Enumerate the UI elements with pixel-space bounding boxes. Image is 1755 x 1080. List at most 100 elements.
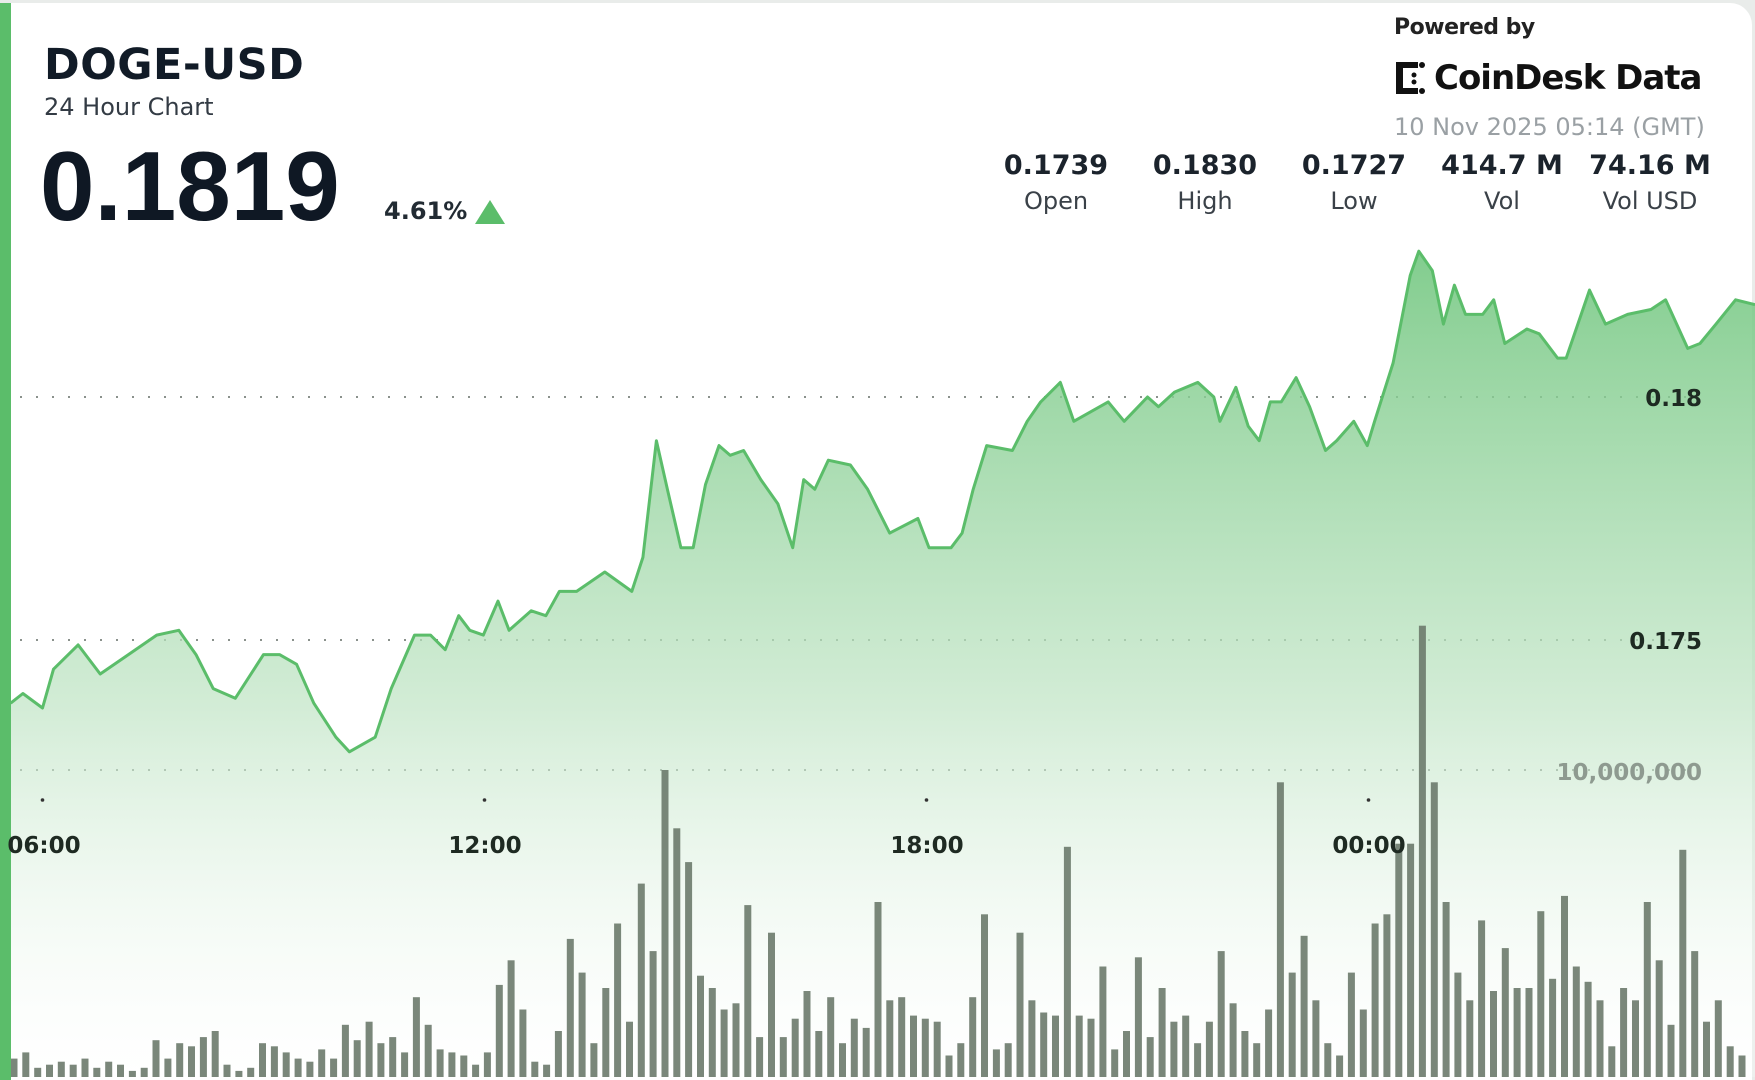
volume-bar [235, 1070, 243, 1077]
volume-bar [673, 828, 681, 1077]
volume-bar [1123, 1031, 1130, 1077]
volume-bar [685, 862, 693, 1077]
volume-bar [495, 984, 503, 1077]
x-tick-mark [924, 798, 929, 802]
volume-bar [791, 1018, 799, 1077]
volume-bar [199, 1037, 207, 1077]
volume-bar [424, 1024, 432, 1077]
volume-bar [768, 932, 775, 1077]
volume-bar [969, 997, 977, 1077]
coindesk-mark-icon [1396, 62, 1425, 94]
volume-bar [22, 1052, 30, 1077]
powered-by-label: Powered by [1394, 15, 1535, 40]
volume-bar [1016, 932, 1024, 1077]
volume-bar [1336, 1055, 1344, 1077]
volume-bar [10, 1058, 18, 1077]
volume-bar [412, 997, 420, 1077]
volume-bar [708, 988, 716, 1077]
x-tick-mark [40, 798, 45, 802]
volume-bar [1194, 1043, 1202, 1077]
volume-bar [282, 1052, 290, 1077]
stat-high: 0.1830 High [1130, 150, 1280, 215]
chart-subtitle: 24 Hour Chart [44, 93, 214, 121]
volume-bar [886, 1000, 894, 1077]
volume-bar [590, 1043, 598, 1077]
stat-value: 0.1830 [1152, 150, 1258, 181]
volume-bar [839, 1043, 846, 1077]
y-tick-label-0.175: 0.175 [1629, 629, 1702, 655]
volume-bar [626, 1021, 633, 1077]
volume-bar [1347, 972, 1355, 1077]
x-tick-label: 12:00 [448, 833, 522, 859]
coindesk-logo: CoinDesk Data [1394, 58, 1702, 98]
volume-bar [1738, 1055, 1746, 1077]
stat-value: 74.16 M [1589, 150, 1711, 181]
volume-bar [318, 1049, 326, 1077]
volume-bar [992, 1049, 1000, 1077]
volume-bar [756, 1037, 764, 1077]
stat-open: 0.1739 Open [981, 150, 1131, 215]
price-area [10, 251, 1755, 1077]
stat-label: Vol USD [1602, 187, 1698, 215]
stat-value: 0.1727 [1301, 150, 1407, 181]
volume-bar [46, 1064, 53, 1077]
x-tick-mark [1366, 798, 1371, 802]
volume-bar [223, 1064, 231, 1077]
volume-bar [1182, 1015, 1190, 1077]
volume-bar [128, 1070, 136, 1077]
volume-bar [1442, 902, 1450, 1077]
volume-bar [1549, 978, 1557, 1077]
volume-bar [1655, 960, 1663, 1077]
change-percent: 4.61% [384, 197, 468, 225]
volume-bar [637, 883, 645, 1077]
volume-bar [1726, 1046, 1734, 1077]
volume-bar [531, 1061, 539, 1077]
volume-bar [519, 1009, 527, 1077]
volume-bar [436, 1049, 444, 1077]
volume-bar [1170, 1021, 1178, 1077]
stat-value: 414.7 M [1441, 150, 1563, 181]
volume-bar [1395, 843, 1403, 1077]
volume-bar [1253, 1043, 1261, 1077]
volume-bar [1714, 1000, 1722, 1077]
x-tick-label: 18:00 [890, 833, 964, 859]
volume-bar [140, 1067, 148, 1077]
stat-low: 0.1727 Low [1279, 150, 1429, 215]
volume-bar [1430, 782, 1438, 1077]
volume-bar [365, 1021, 373, 1077]
volume-bar [1134, 957, 1142, 1077]
volume-bar [910, 1015, 917, 1077]
logo-text: CoinDesk Data [1434, 58, 1702, 98]
volume-bar [1028, 1000, 1036, 1077]
volume-bar [1265, 1009, 1273, 1077]
volume-bar [957, 1043, 965, 1077]
volume-bar [1158, 988, 1166, 1077]
volume-bar [921, 1018, 929, 1077]
volume-bar [247, 1067, 255, 1077]
volume-bar [1454, 972, 1462, 1077]
volume-bar [1643, 902, 1651, 1077]
volume-bar [1596, 1000, 1604, 1077]
volume-bar [1490, 991, 1497, 1077]
volume-tick-label: 10,000,000 [1556, 760, 1702, 786]
volume-bar [815, 1031, 823, 1077]
stat-label: Vol [1484, 187, 1520, 215]
volume-bar [176, 1043, 184, 1077]
volume-bar [448, 1052, 456, 1077]
stat-label: Open [1023, 187, 1089, 215]
volume-bar [69, 1064, 77, 1077]
volume-bar [377, 1043, 385, 1077]
volume-bar [543, 1064, 551, 1077]
volume-bar [1052, 1015, 1059, 1077]
volume-bar [81, 1058, 89, 1077]
accent-bar [0, 3, 11, 1080]
volume-bar [1288, 972, 1296, 1077]
volume-bar [1371, 923, 1379, 1077]
volume-bar [341, 1024, 349, 1077]
volume-bar [1572, 966, 1580, 1077]
volume-bar [1312, 1000, 1320, 1077]
volume-bar [744, 905, 752, 1077]
volume-bar [57, 1061, 65, 1077]
volume-bar [1407, 843, 1415, 1077]
